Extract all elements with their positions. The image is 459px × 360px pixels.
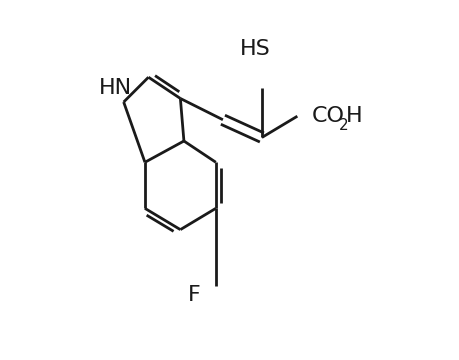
- Text: HN: HN: [99, 78, 132, 98]
- Text: HS: HS: [239, 40, 269, 59]
- Text: H: H: [346, 106, 362, 126]
- Text: 2: 2: [338, 118, 348, 132]
- Text: F: F: [188, 285, 201, 305]
- Text: CO: CO: [311, 106, 344, 126]
